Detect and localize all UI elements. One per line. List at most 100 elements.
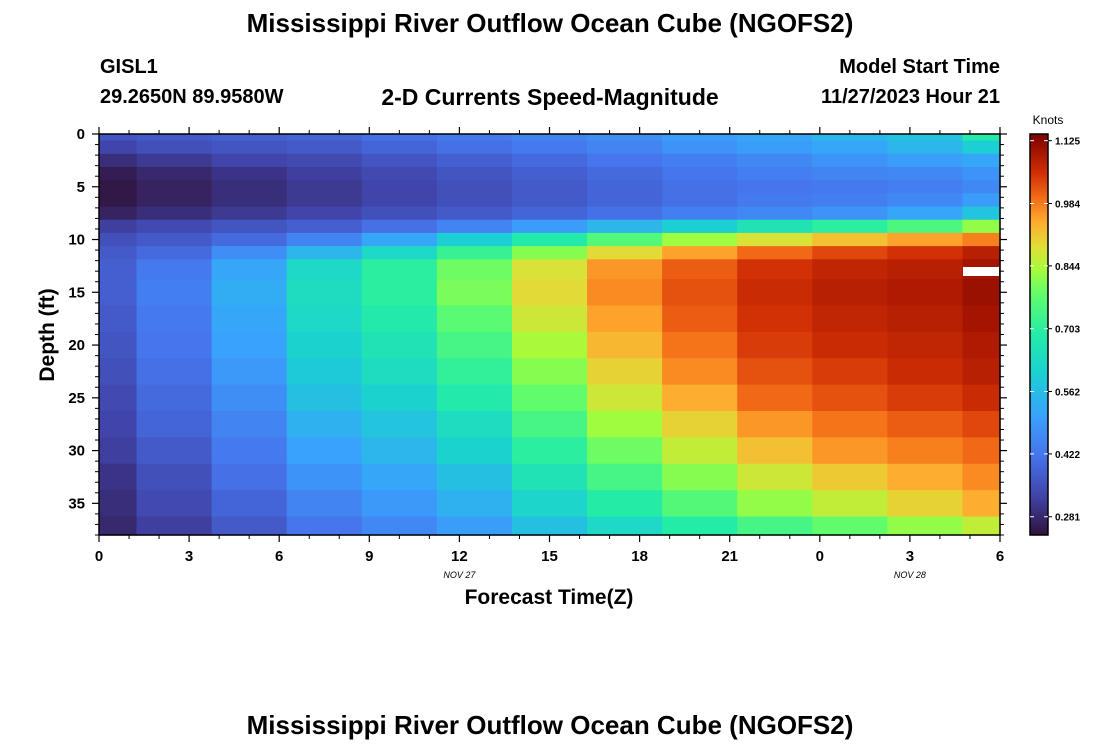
heatmap-cell <box>812 219 888 234</box>
x-tick-label: 18 <box>631 548 648 565</box>
heatmap-cell <box>136 305 213 333</box>
heatmap-cell <box>812 358 888 386</box>
heatmap-cell <box>587 463 663 491</box>
heatmap-cell <box>737 193 813 208</box>
heatmap-cell <box>511 180 588 194</box>
heatmap-cell <box>962 206 1001 221</box>
heatmap-cell <box>361 279 438 307</box>
heatmap-cell <box>812 259 888 280</box>
heatmap-cell <box>812 279 888 307</box>
heatmap-cell <box>136 279 213 307</box>
heatmap-cell <box>436 331 513 359</box>
heatmap-cell <box>436 279 513 307</box>
heatmap-cell <box>887 246 964 260</box>
heatmap-cell <box>436 384 513 412</box>
heatmap-cell <box>737 358 813 386</box>
heatmap-cell <box>511 437 588 465</box>
heatmap-cell <box>436 305 513 333</box>
heatmap-cell <box>962 193 1001 208</box>
heatmap-cell <box>737 259 813 280</box>
colorbar-tick-label: 0.703 <box>1055 325 1080 336</box>
heatmap-cell <box>737 166 813 181</box>
heatmap-cell <box>587 193 663 208</box>
colorbar-tick-label: 1.125 <box>1055 137 1080 148</box>
heatmap-cell <box>211 232 288 247</box>
heatmap-cell <box>662 134 738 142</box>
heatmap-cell <box>887 305 964 333</box>
heatmap-cell <box>962 219 1001 234</box>
heatmap-cell <box>737 134 813 142</box>
heatmap-cell <box>587 166 663 181</box>
heatmap-cell <box>436 153 513 168</box>
heatmap-cell <box>887 384 964 412</box>
heatmap-cell <box>136 166 213 181</box>
heatmap-cell <box>887 331 964 359</box>
heatmap-cell <box>286 516 363 536</box>
heatmap-cell <box>436 463 513 491</box>
heatmap-cell <box>887 206 964 221</box>
heatmap-cell <box>361 232 438 247</box>
heatmap-cell <box>436 219 513 234</box>
heatmap-cell <box>511 490 588 518</box>
heatmap-cell <box>286 384 363 412</box>
heatmap-cell <box>587 180 663 194</box>
heatmap-cell <box>587 206 663 221</box>
heatmap-cell <box>812 437 888 465</box>
heatmap-cell <box>812 232 888 247</box>
heatmap-cell <box>361 358 438 386</box>
y-tick-label: 25 <box>68 390 85 407</box>
heatmap-cell <box>587 140 663 155</box>
heatmap-cell <box>511 259 588 280</box>
heatmap-cell <box>136 232 213 247</box>
colorbar-tick-label: 0.422 <box>1055 450 1080 461</box>
heatmap-cell <box>211 153 288 168</box>
heatmap-cell <box>587 305 663 333</box>
heatmap-cell <box>962 463 1001 491</box>
heatmap-cell <box>737 305 813 333</box>
heatmap-cell <box>812 166 888 181</box>
heatmap-cell <box>737 437 813 465</box>
heatmap-cell <box>436 437 513 465</box>
heatmap-cell <box>361 384 438 412</box>
heatmap-cell <box>211 411 288 438</box>
heatmap-cell <box>887 193 964 208</box>
heatmap-cell <box>211 259 288 280</box>
heatmap-cell <box>962 232 1001 247</box>
heatmap-cell <box>737 206 813 221</box>
heatmap-cell <box>887 134 964 142</box>
heatmap-cell <box>587 437 663 465</box>
heatmap-cell <box>136 140 213 155</box>
heatmap-cell <box>662 384 738 412</box>
model-start-label: Model Start Time <box>839 56 1000 78</box>
heatmap-cell <box>436 232 513 247</box>
heatmap-cell <box>136 516 213 536</box>
heatmap-cell <box>662 463 738 491</box>
heatmap-cell <box>99 384 138 412</box>
heatmap-cell <box>887 219 964 234</box>
heatmap-cell <box>812 180 888 194</box>
heatmap-cell <box>286 331 363 359</box>
x-tick-label: 21 <box>721 548 738 565</box>
heatmap-cell <box>136 180 213 194</box>
date-label: NOV 27 <box>443 570 476 580</box>
heatmap-cell <box>436 166 513 181</box>
heatmap-cell <box>286 437 363 465</box>
heatmap-cell <box>962 153 1001 168</box>
heatmap-cell <box>662 516 738 536</box>
heatmap-cell <box>511 206 588 221</box>
heatmap-cell <box>136 134 213 142</box>
heatmap-cell <box>511 358 588 386</box>
y-tick-label: 10 <box>68 232 85 249</box>
missing-data-cell <box>963 267 999 276</box>
heatmap-cell <box>812 463 888 491</box>
heatmap-cell <box>662 219 738 234</box>
heatmap-cell <box>962 246 1001 260</box>
heatmap-cell <box>587 153 663 168</box>
heatmap-cell <box>361 193 438 208</box>
heatmap-cell <box>136 246 213 260</box>
heatmap-cell <box>436 140 513 155</box>
heatmap-cell <box>887 140 964 155</box>
heatmap-cell <box>511 331 588 359</box>
heatmap-cell <box>361 305 438 333</box>
y-axis-label: Depth (ft) <box>36 288 59 381</box>
